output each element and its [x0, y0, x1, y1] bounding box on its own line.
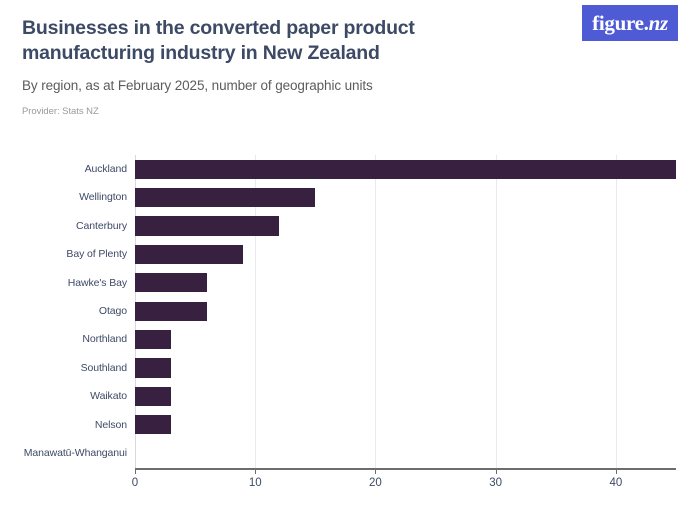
- gridline: [375, 155, 377, 468]
- provider-label: Provider: Stats NZ: [22, 106, 99, 117]
- x-axis-ticks: 0 10 20 30 40: [131, 469, 676, 499]
- bar-chart: Auckland Wellington Canterbury Bay of Plent…: [0, 132, 700, 525]
- y-axis-label: Hawke's Bay: [67, 276, 127, 289]
- bar-row: [135, 212, 676, 240]
- logo-suffix-text: nz: [648, 10, 669, 35]
- page-title: Businesses in the converted paper produc…: [22, 17, 415, 64]
- bar-row: [135, 411, 676, 439]
- chart-subtitle: By region, as at February 2025, number o…: [22, 78, 373, 93]
- y-axis-label: Nelson: [94, 418, 127, 431]
- x-axis-line: [135, 468, 676, 470]
- tick-mark: [615, 469, 617, 474]
- bar[interactable]: [135, 329, 172, 350]
- y-axis-label: Auckland: [84, 163, 128, 175]
- y-axis-label: Canterbury: [76, 219, 127, 232]
- bar-row: [135, 155, 676, 183]
- bar-series: [135, 155, 676, 468]
- bar[interactable]: [135, 216, 280, 236]
- x-axis-tick-label: 0: [131, 477, 139, 489]
- y-axis-label: Manawatū-Whanganui: [23, 447, 127, 459]
- y-axis-label: Bay of Plenty: [66, 248, 127, 261]
- y-axis-label: Waikato: [90, 390, 127, 403]
- bar[interactable]: [135, 159, 676, 179]
- bar[interactable]: [135, 415, 172, 435]
- bar-row: [135, 382, 676, 410]
- tick-mark: [495, 469, 497, 474]
- bar-row: [135, 269, 676, 297]
- bar-row: [135, 240, 676, 268]
- tick-mark: [375, 469, 377, 474]
- plot-area: [135, 155, 676, 468]
- y-axis-label: Southland: [80, 361, 128, 374]
- bar-row: [135, 325, 676, 353]
- bar-row: [135, 439, 676, 467]
- bar[interactable]: [135, 301, 208, 321]
- tick-mark: [255, 469, 257, 474]
- x-axis-tick-label: 40: [609, 477, 623, 489]
- x-axis-tick-label: 30: [489, 477, 503, 489]
- figurenz-logo[interactable]: figure.nz: [582, 5, 678, 41]
- y-axis-label: Northland: [82, 333, 127, 346]
- bar[interactable]: [135, 244, 244, 264]
- gridline: [255, 155, 257, 468]
- logo-text: figure.nz: [592, 11, 668, 36]
- bar-row: [135, 183, 676, 211]
- y-axis-label: Otago: [98, 305, 127, 317]
- bar[interactable]: [135, 386, 172, 406]
- x-axis-tick-label: 20: [369, 477, 382, 489]
- tick-mark: [135, 469, 136, 474]
- y-axis-label: Wellington: [79, 191, 127, 204]
- y-axis-labels: Auckland Wellington Canterbury Bay of Plent…: [0, 155, 127, 468]
- x-axis-tick-label: 10: [248, 477, 262, 489]
- bar[interactable]: [135, 187, 316, 208]
- gridline: [615, 155, 617, 468]
- bar-row: [135, 354, 676, 382]
- gridline: [495, 155, 497, 468]
- bar[interactable]: [135, 273, 208, 293]
- bar-row: [135, 297, 676, 325]
- chart-header: Businesses in the converted paper produc…: [0, 0, 700, 132]
- logo-main-text: figure.: [592, 10, 649, 35]
- bar[interactable]: [135, 358, 172, 378]
